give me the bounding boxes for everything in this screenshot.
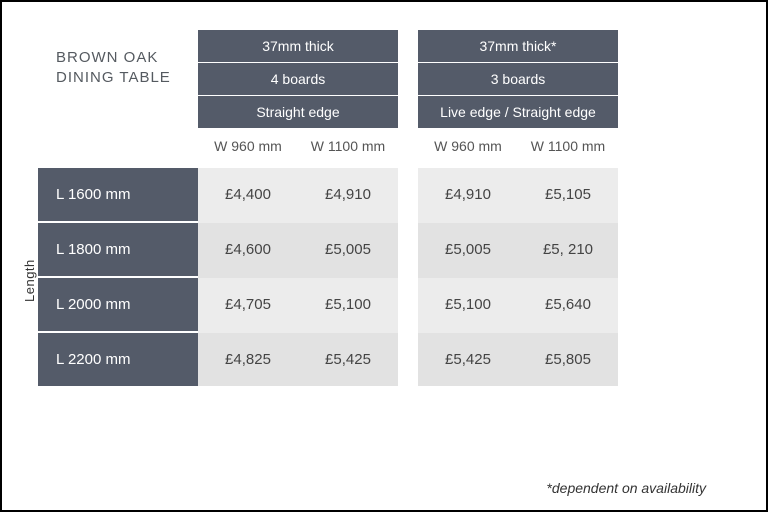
price-cell: £4,910 — [418, 168, 518, 223]
length-axis-label: Length — [22, 259, 37, 302]
price-cell: £5,640 — [518, 278, 618, 333]
column-gap — [398, 128, 418, 168]
length-cell: L 1600 mm — [38, 168, 198, 223]
group-b-thickness: 37mm thick* — [418, 30, 618, 63]
footnote: *dependent on availability — [546, 480, 706, 496]
pricing-grid: BROWN OAK DINING TABLE 37mm thick 37mm t… — [38, 30, 730, 386]
group-a-edge: Straight edge — [198, 96, 398, 128]
group-b-boards: 3 boards — [418, 63, 618, 96]
price-cell: £5,425 — [298, 333, 398, 386]
column-gap — [398, 278, 418, 333]
price-cell: £4,600 — [198, 223, 298, 278]
pricing-table-frame: Length BROWN OAK DINING TABLE 37mm thick… — [0, 0, 768, 512]
price-cell: £5,005 — [418, 223, 518, 278]
price-cell: £4,825 — [198, 333, 298, 386]
price-cell: £5,100 — [298, 278, 398, 333]
title-line-2: DINING TABLE — [56, 69, 171, 86]
width-a-0: W 960 mm — [198, 128, 298, 168]
column-gap — [398, 223, 418, 278]
group-a-boards: 4 boards — [198, 63, 398, 96]
price-cell: £4,705 — [198, 278, 298, 333]
length-cell: L 1800 mm — [38, 223, 198, 278]
width-a-1: W 1100 mm — [298, 128, 398, 168]
length-cell: L 2000 mm — [38, 278, 198, 333]
column-gap — [398, 63, 418, 96]
price-cell: £4,400 — [198, 168, 298, 223]
column-gap — [398, 96, 418, 128]
price-cell: £5,805 — [518, 333, 618, 386]
price-cell: £5,425 — [418, 333, 518, 386]
length-cell: L 2200 mm — [38, 333, 198, 386]
price-cell: £4,910 — [298, 168, 398, 223]
price-cell: £5,100 — [418, 278, 518, 333]
product-title: BROWN OAK DINING TABLE — [38, 30, 198, 89]
group-b-edge: Live edge / Straight edge — [418, 96, 618, 128]
price-cell: £5,105 — [518, 168, 618, 223]
column-gap — [398, 30, 418, 63]
column-gap — [398, 333, 418, 386]
price-cell: £5, 210 — [518, 223, 618, 278]
group-a-thickness: 37mm thick — [198, 30, 398, 63]
column-gap — [398, 168, 418, 223]
price-cell: £5,005 — [298, 223, 398, 278]
width-b-0: W 960 mm — [418, 128, 518, 168]
title-line-1: BROWN OAK — [56, 49, 158, 66]
width-b-1: W 1100 mm — [518, 128, 618, 168]
